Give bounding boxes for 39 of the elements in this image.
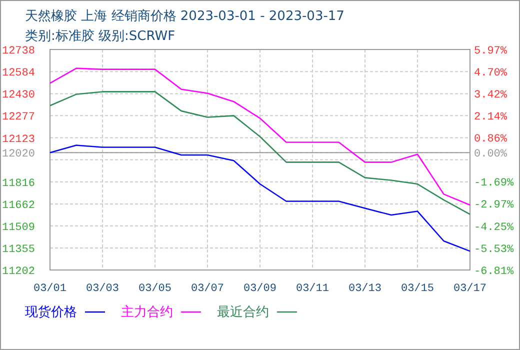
x-tick-label: 03/15 [400, 283, 434, 295]
x-tick-label: 03/09 [243, 283, 277, 295]
legend-label: 最近合约 [217, 305, 269, 320]
y-tick-label: 11355 [2, 244, 35, 256]
line-series [49, 91, 471, 215]
y-tick-label: 12584 [2, 68, 36, 80]
y2-tick-label: 4.70% [474, 67, 508, 80]
x-tick-label: 03/07 [190, 283, 224, 295]
x-tick-label: 03/11 [296, 283, 330, 295]
y2-tick-label: 3.42% [474, 89, 508, 102]
y-tick-label: 12123 [2, 134, 35, 146]
y2-tick-label: -1.69% [474, 178, 514, 190]
y-tick-label: 12430 [2, 90, 35, 102]
x-tick-label: 03/03 [86, 283, 120, 295]
y-tick-label: 11509 [2, 222, 35, 234]
legend-label: 主力合约 [121, 304, 173, 320]
y-tick-label: 12277 [2, 112, 35, 124]
chart-subtitle: 类别:标准胶 级别:SCRWF [25, 29, 176, 44]
y-tick-label: 11816 [2, 178, 35, 190]
y2-tick-label: 0.00% [474, 148, 508, 161]
y2-tick-label: -5.53% [474, 244, 514, 256]
x-tick-label: 03/05 [138, 283, 172, 295]
y-tick-label: 12738 [2, 46, 35, 58]
y2-tick-label: -6.81% [474, 266, 514, 278]
line-series [49, 144, 471, 252]
y2-tick-label: 0.86% [474, 134, 508, 146]
chart-title: 天然橡胶 上海 经销商价格 2023-03-01 - 2023-03-17 [25, 9, 344, 24]
y2-tick-label: 5.97% [474, 46, 508, 58]
y-tick-label: 11202 [2, 266, 35, 278]
y2-tick-label: -4.25% [474, 222, 514, 234]
legend-label: 现货价格 [25, 305, 77, 320]
x-tick-label: 03/13 [348, 283, 382, 295]
y2-tick-label: -2.97% [474, 200, 514, 212]
line-series [49, 68, 471, 206]
x-tick-label: 03/01 [33, 283, 67, 295]
y-tick-label: 12020 [2, 148, 35, 161]
x-tick-label: 03/17 [453, 283, 487, 295]
y-tick-label: 11662 [2, 200, 35, 212]
y2-tick-label: 2.14% [474, 112, 508, 124]
